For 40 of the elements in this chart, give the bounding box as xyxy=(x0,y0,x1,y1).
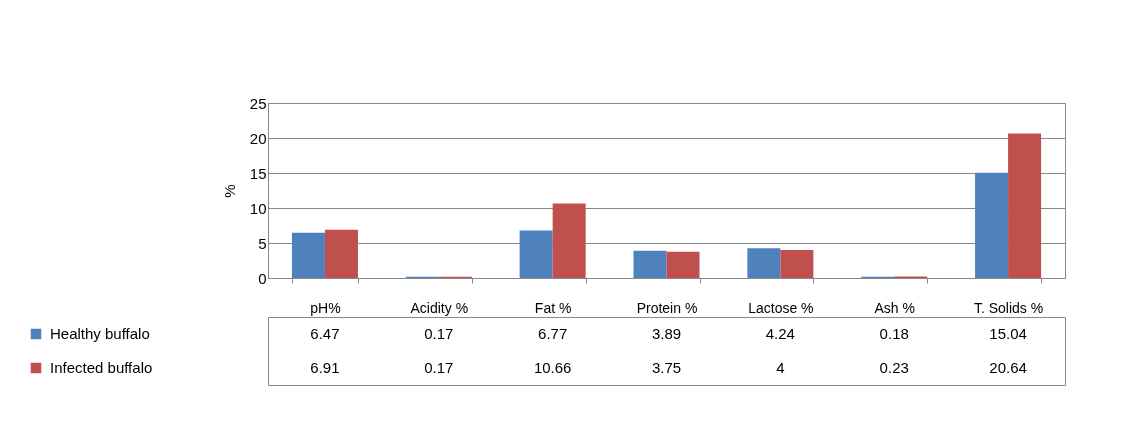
x-tick-label: Acidity % xyxy=(410,299,469,316)
y-tick-label: 20 xyxy=(249,129,267,147)
data-label: 10.66 xyxy=(533,359,572,376)
legend-label: Infected buffalo xyxy=(50,359,153,376)
x-tick-label: pH% xyxy=(310,299,341,316)
data-label: 4 xyxy=(776,359,785,376)
data-label: 6.77 xyxy=(538,325,568,342)
bar xyxy=(291,232,325,278)
data-label: 6.47 xyxy=(310,325,340,342)
data-label: 0.17 xyxy=(424,359,454,376)
data-label: 3.89 xyxy=(651,325,682,342)
bar xyxy=(324,229,358,278)
x-tick-label: Fat % xyxy=(534,299,572,316)
y-tick-label: 10 xyxy=(249,199,267,217)
data-label: 0.17 xyxy=(424,325,454,342)
data-label: 20.64 xyxy=(989,359,1027,376)
bar xyxy=(633,250,667,278)
bar xyxy=(1008,133,1042,278)
x-tick-label: Protein % xyxy=(636,299,698,316)
bar xyxy=(552,203,586,278)
bar xyxy=(519,230,553,278)
y-tick-label: 5 xyxy=(258,234,267,252)
y-tick-label: 25 xyxy=(249,94,267,112)
data-label: 0.23 xyxy=(879,359,909,376)
data-label: 4.24 xyxy=(765,325,795,342)
data-label: 3.75 xyxy=(651,359,682,376)
bar xyxy=(666,251,700,278)
x-tick-label: Ash % xyxy=(874,299,915,316)
y-tick-label: 15 xyxy=(249,164,267,182)
bar xyxy=(747,248,781,278)
bar xyxy=(975,172,1009,278)
data-label: 15.04 xyxy=(989,325,1027,342)
x-tick-label: T. Solids % xyxy=(973,299,1044,316)
x-tick-label: Lactose % xyxy=(748,299,814,316)
data-label: 0.18 xyxy=(879,325,909,342)
legend-label: Healthy buffalo xyxy=(50,325,150,342)
y-tick-label: 0 xyxy=(258,269,267,287)
data-label: 6.91 xyxy=(310,359,340,376)
y-axis-title: % xyxy=(220,184,238,198)
bar xyxy=(780,250,814,278)
